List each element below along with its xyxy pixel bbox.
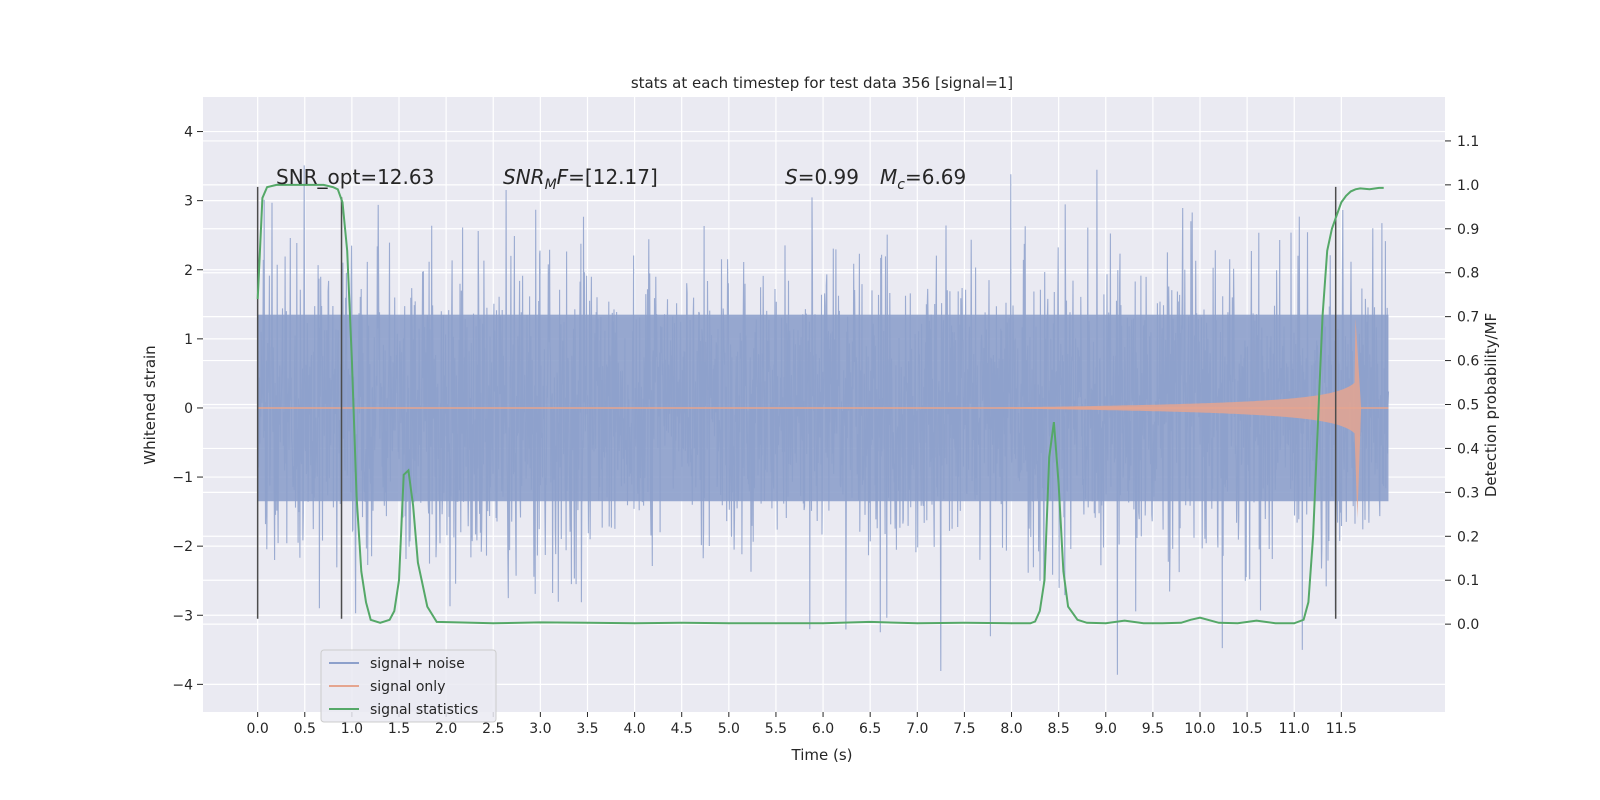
mc-sub: c — [897, 177, 905, 193]
legend-label-signal: signal only — [370, 679, 445, 695]
y-axis-label: Whitened strain — [141, 345, 159, 464]
x-tick-label-13: 6.5 — [859, 721, 881, 737]
y2-tick-label-9: 0.9 — [1457, 222, 1479, 238]
y-tick-label-1: −3 — [172, 608, 193, 624]
y2-tick-label-1: 0.1 — [1457, 573, 1479, 589]
legend: signal+ noise signal only signal statist… — [320, 649, 497, 723]
snr-mf-base: SNR — [503, 165, 545, 189]
mc-value: =6.69 — [905, 165, 966, 189]
x-tick-label-3: 1.5 — [388, 721, 410, 737]
x-tick-label-12: 6.0 — [812, 721, 834, 737]
x-tick-label-1: 0.5 — [294, 721, 316, 737]
snr-mf-sub: M — [545, 177, 557, 193]
y-tick-label-7: 3 — [184, 194, 193, 210]
annotation-s: S=0.99 — [785, 165, 859, 189]
y2-tick-label-8: 0.8 — [1457, 266, 1479, 282]
x-tick-label-22: 11.0 — [1279, 721, 1310, 737]
x-tick-label-8: 4.0 — [623, 721, 645, 737]
y2-tick-label-7: 0.7 — [1457, 310, 1479, 326]
y2-tick-label-10: 1.0 — [1457, 178, 1479, 194]
x-axis-label: Time (s) — [791, 746, 853, 764]
y2-tick-label-6: 0.6 — [1457, 354, 1479, 370]
x-tick-label-20: 10.0 — [1184, 721, 1215, 737]
x-tick-label-11: 5.5 — [765, 721, 787, 737]
annotation-snr-opt: SNR_opt=12.63 — [276, 165, 434, 189]
legend-box — [320, 649, 497, 723]
y2-tick-label-11: 1.1 — [1457, 134, 1479, 150]
x-tick-label-0: 0.0 — [247, 721, 269, 737]
y2-axis-label: Detection probability/MF — [1482, 313, 1500, 497]
x-tick-label-18: 9.0 — [1095, 721, 1117, 737]
y-tick-label-4: 0 — [184, 401, 193, 417]
signal-statistics-line — [256, 183, 1384, 625]
series-signal-statistics — [256, 183, 1384, 625]
y2-tick-label-3: 0.3 — [1457, 485, 1479, 501]
x-tick-label-19: 9.5 — [1142, 721, 1164, 737]
s-symbol: S — [785, 165, 798, 189]
series-signal-only — [257, 318, 1389, 519]
annotation-mc: Mc=6.69 — [880, 165, 966, 193]
mc-symbol: M — [880, 165, 897, 189]
x-tick-label-23: 11.5 — [1326, 721, 1357, 737]
y-tick-label-5: 1 — [184, 332, 193, 348]
s-value: =0.99 — [798, 165, 859, 189]
y-tick-label-8: 4 — [184, 125, 193, 141]
snr-mf-italic: F — [557, 165, 569, 189]
y2-tick-label-5: 0.5 — [1457, 398, 1479, 414]
snr-mf-rest: =[12.17] — [568, 165, 658, 189]
y-tick-label-3: −1 — [172, 470, 193, 486]
legend-label-stats: signal statistics — [370, 702, 478, 718]
x-tick-label-6: 3.0 — [529, 721, 551, 737]
y2-tick-label-0: 0.0 — [1457, 617, 1479, 633]
y2-tick-label-4: 0.4 — [1457, 441, 1479, 457]
boundary-lines — [256, 186, 1337, 619]
x-tick-labels: 0.0 0.5 1.0 1.5 2.0 2.5 3.0 3.5 4.0 4.5 5.0 5.5 6.0 6… — [247, 712, 1357, 737]
x-tick-label-17: 8.5 — [1048, 721, 1070, 737]
x-tick-label-5: 2.5 — [482, 721, 504, 737]
y-tick-label-0: −4 — [172, 677, 193, 693]
x-tick-label-15: 7.5 — [953, 721, 975, 737]
x-tick-label-16: 8.0 — [1000, 721, 1022, 737]
annotation-snr-mf: SNRMF=[12.17] — [503, 165, 658, 193]
x-tick-label-7: 3.5 — [576, 721, 598, 737]
x-tick-label-21: 10.5 — [1232, 721, 1263, 737]
x-tick-label-4: 2.0 — [435, 721, 457, 737]
y-tick-label-2: −2 — [172, 539, 193, 555]
y-tick-label-6: 2 — [184, 263, 193, 279]
y2-tick-labels: 0.0 0.1 0.2 0.3 0.4 0.5 0.6 0.7 0.8 0.9 1.0 1.1 — [1445, 134, 1479, 633]
x-tick-label-10: 5.0 — [718, 721, 740, 737]
x-tick-label-14: 7.0 — [906, 721, 928, 737]
y2-tick-label-2: 0.2 — [1457, 529, 1479, 545]
x-tick-label-9: 4.5 — [671, 721, 693, 737]
y-tick-labels: −4 −3 −2 −1 0 1 2 3 4 — [172, 125, 203, 693]
chart-title: stats at each timestep for test data 356… — [631, 74, 1013, 92]
x-tick-label-2: 1.0 — [341, 721, 363, 737]
legend-label-noise: signal+ noise — [370, 656, 465, 672]
